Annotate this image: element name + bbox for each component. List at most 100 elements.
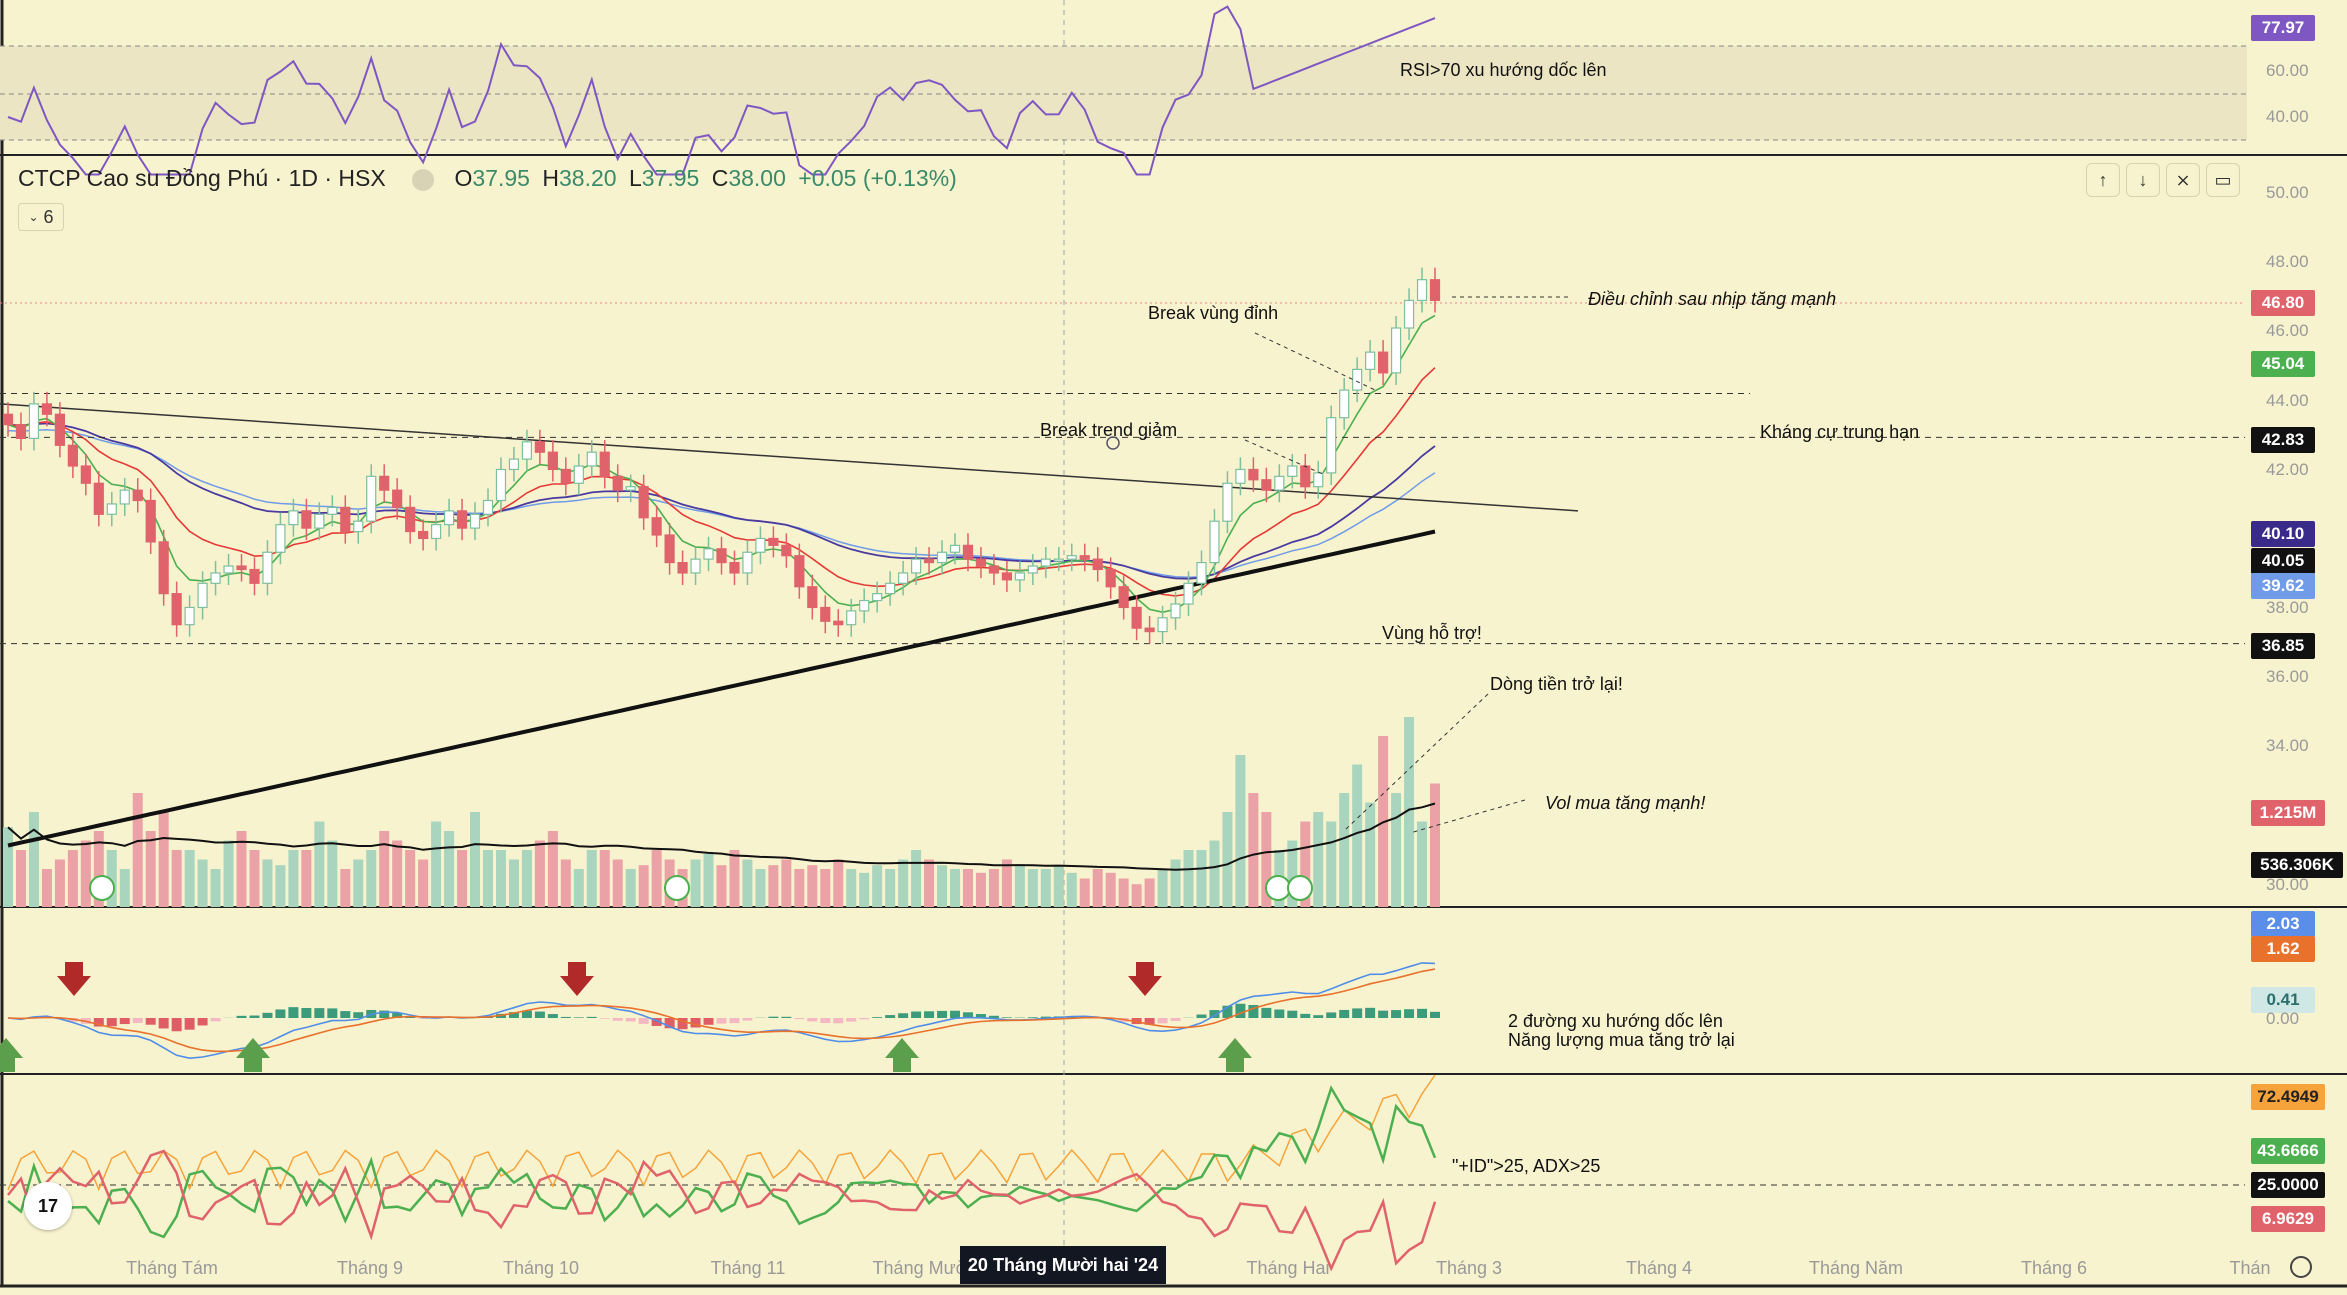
macd-histogram-bar xyxy=(1170,1018,1181,1021)
macd-histogram-bar xyxy=(599,1018,610,1019)
candle-body xyxy=(1390,327,1402,374)
macd-histogram-bar xyxy=(1417,1008,1428,1018)
price-tag-ma-blue: 39.62 xyxy=(2251,573,2315,599)
candle-body xyxy=(327,506,338,515)
candle-body xyxy=(729,561,740,574)
macd-histogram-bar xyxy=(1404,1009,1415,1018)
macd-line xyxy=(7,962,1436,1060)
volume-bar xyxy=(534,840,545,907)
macd-histogram-bar xyxy=(1352,1008,1363,1018)
price-tick: 38.00 xyxy=(2266,598,2309,617)
macd-histogram-bar xyxy=(1209,1010,1220,1018)
collapse-icon[interactable]: ⨯ xyxy=(2166,163,2200,197)
volume-bar xyxy=(1235,755,1246,907)
price-tick: 44.00 xyxy=(2266,391,2309,410)
candle-body xyxy=(1352,368,1363,391)
macd-histogram-bar xyxy=(106,1018,117,1027)
high-value: 38.20 xyxy=(558,165,617,191)
symbol-title[interactable]: CTCP Cao su Đồng Phú · 1D · HSX xyxy=(18,165,386,191)
chevron-down-icon: ⌄ xyxy=(28,210,39,224)
volume-bar xyxy=(444,831,455,907)
volume-bar xyxy=(846,869,857,907)
macd-histogram-bar xyxy=(924,1011,935,1018)
candle-body xyxy=(560,468,571,484)
macd-histogram-bar xyxy=(1287,1010,1298,1018)
volume-bar xyxy=(586,850,597,907)
volume-bar xyxy=(495,850,506,907)
macd-histogram-bar xyxy=(145,1018,156,1025)
volume-bar xyxy=(651,850,662,907)
price-tag-ema-fast: 45.04 xyxy=(2251,351,2315,377)
macd-histogram-bar xyxy=(833,1018,844,1024)
candle-body xyxy=(677,561,688,574)
macd-histogram-bar xyxy=(1261,1007,1272,1018)
rsi-line xyxy=(7,5,1436,176)
volume-bar xyxy=(1313,812,1324,907)
volume-bar xyxy=(80,840,91,907)
candle-body xyxy=(1339,389,1350,419)
buy-arrow-icon xyxy=(236,1038,270,1072)
volume-bar xyxy=(1222,812,1233,907)
volume-bar xyxy=(1352,764,1363,907)
candle-body xyxy=(508,458,520,471)
sell-arrow-icon xyxy=(1128,962,1162,996)
macd-histogram-bar xyxy=(885,1015,896,1018)
volume-bar xyxy=(1053,865,1064,907)
volume-bar xyxy=(794,869,805,907)
candle-body xyxy=(1365,351,1376,370)
macd-histogram-bar xyxy=(1144,1018,1155,1025)
macd-histogram-bar xyxy=(1235,1003,1246,1018)
candle-body xyxy=(405,506,416,533)
volume-bar xyxy=(457,850,468,907)
break-trend-annotation: Break trend giảm xyxy=(1040,420,1178,440)
candle-body xyxy=(495,468,507,502)
tradingview-logo[interactable]: 17 xyxy=(24,1182,72,1230)
candle-body xyxy=(975,558,987,567)
macd-histogram-bar xyxy=(327,1008,338,1018)
arrow-up-icon[interactable]: ↑ xyxy=(2086,163,2120,197)
candle-body xyxy=(1066,555,1077,560)
volume-bar xyxy=(353,859,364,907)
candle-body xyxy=(833,620,844,626)
macd-histogram-bar xyxy=(664,1018,675,1029)
macd-histogram-bar xyxy=(314,1008,325,1018)
adx-line xyxy=(7,1074,1436,1192)
price-tick: 30.00 xyxy=(2266,875,2309,894)
symbol-header: CTCP Cao su Đồng Phú · 1D · HSX O37.95 H… xyxy=(18,165,963,192)
indicator-toggle[interactable]: ⌄ 6 xyxy=(18,203,64,231)
volume-bar xyxy=(755,869,766,907)
candle-body xyxy=(794,555,805,588)
volume-bar xyxy=(1027,869,1038,907)
volume-bar xyxy=(106,850,117,907)
candle-body xyxy=(431,524,442,540)
macd-histogram-bar xyxy=(716,1018,727,1024)
macd-histogram-bar xyxy=(508,1012,519,1018)
x-axis-label: Tháng 10 xyxy=(502,1258,580,1278)
candle-body xyxy=(392,489,403,508)
volume-bar xyxy=(1131,884,1142,907)
volume-bar xyxy=(768,865,779,907)
macd-histogram-bar xyxy=(794,1018,805,1020)
volume-bar xyxy=(703,853,714,907)
histogram-tag: 0.41 xyxy=(2251,987,2315,1013)
open-label: O xyxy=(454,165,473,191)
macd-histogram-bar xyxy=(1313,1015,1324,1018)
settings-icon[interactable] xyxy=(2290,1256,2312,1278)
candle-body xyxy=(820,606,831,622)
buy-arrow-icon xyxy=(1218,1038,1252,1072)
x-axis-label: Tháng 4 xyxy=(1625,1258,1693,1278)
candle-body xyxy=(1040,558,1051,567)
volume-bar xyxy=(288,850,299,907)
macd-histogram-bar xyxy=(210,1018,221,1022)
arrow-down-icon[interactable]: ↓ xyxy=(2126,163,2160,197)
maximize-icon[interactable]: ▭ xyxy=(2206,163,2240,197)
volume-bar xyxy=(1391,793,1402,907)
volume-bar xyxy=(1287,840,1298,907)
candle-body xyxy=(690,558,701,574)
rsi-value-tag: 77.97 xyxy=(2251,15,2315,41)
volume-bar xyxy=(249,850,260,907)
open-value: 37.95 xyxy=(472,165,530,191)
volume-bar xyxy=(431,821,442,907)
x-axis-label: Tháng Mười xyxy=(872,1258,972,1278)
